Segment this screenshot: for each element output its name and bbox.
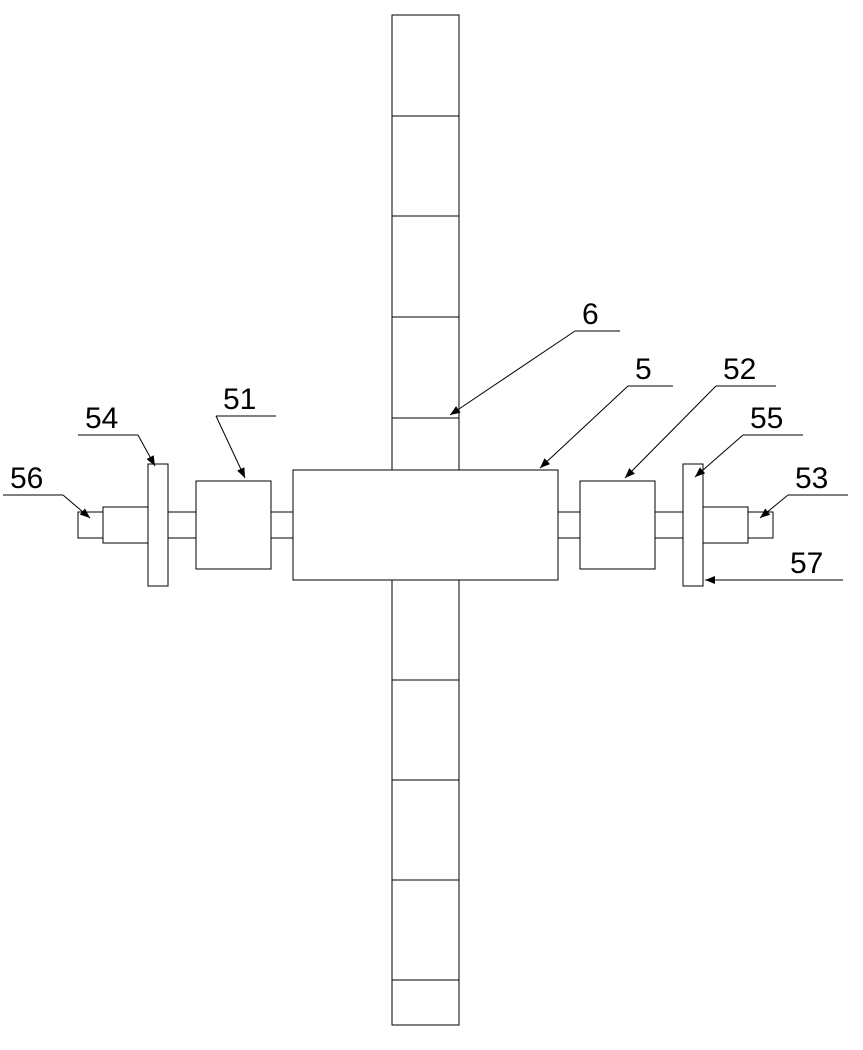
label-52-text: 52	[723, 353, 756, 386]
label-54-text: 54	[85, 402, 118, 435]
label-55-text: 55	[750, 402, 783, 435]
left-connector-outer	[168, 512, 196, 538]
left-cap	[78, 512, 103, 538]
label-53-text: 53	[795, 462, 828, 495]
left-connector-inner	[271, 512, 293, 538]
left-flange	[148, 464, 168, 586]
right-cap	[748, 512, 773, 538]
right-flange	[683, 464, 703, 586]
label-57-text: 57	[790, 547, 823, 580]
right-connector-inner	[558, 512, 580, 538]
right-block	[580, 481, 655, 569]
label-6-text: 6	[582, 298, 599, 331]
label-5-leader	[540, 386, 628, 468]
right-shaft	[703, 507, 748, 543]
label-56-text: 56	[10, 462, 43, 495]
label-51-arrowhead	[237, 467, 245, 478]
label-53-arrowhead	[760, 509, 770, 518]
left-block	[196, 481, 271, 569]
label-6-leader	[450, 331, 575, 415]
label-56-arrowhead	[80, 508, 90, 518]
label-5-text: 5	[635, 353, 652, 386]
label-51-text: 51	[223, 383, 256, 416]
label-51-leader	[216, 416, 245, 478]
center-block	[293, 470, 558, 580]
label-57-arrowhead	[705, 576, 715, 584]
right-connector-outer	[655, 512, 683, 538]
diagram-canvas: 6 5 52 55 53 57 51 54 56	[0, 0, 863, 1050]
left-shaft	[103, 507, 148, 543]
